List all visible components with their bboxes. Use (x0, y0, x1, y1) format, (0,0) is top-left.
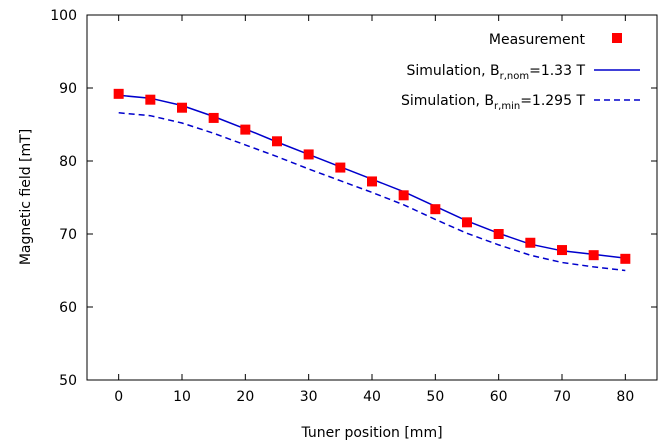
legend-label-measurement: Measurement (489, 32, 586, 48)
x-tick-label: 20 (236, 389, 254, 405)
measurement-point (240, 124, 251, 135)
legend: Measurement Simulation, Br,nom=1.33 T Si… (401, 32, 640, 112)
measurement-point (493, 229, 504, 239)
measurement-point (620, 253, 631, 264)
x-tick-label: 40 (363, 389, 381, 405)
y-tick-label: 70 (59, 227, 77, 243)
x-axis-label: Tuner position [mm] (300, 425, 442, 441)
measurement-point (367, 176, 377, 187)
x-tick-label: 80 (616, 389, 634, 405)
measurement-point (145, 94, 156, 105)
ticks-group: 0 10 20 30 40 50 60 70 80 50 60 70 80 90 100 (50, 8, 657, 405)
series-group (113, 88, 631, 272)
x-tick-label: 30 (300, 389, 318, 405)
y-tick-label: 90 (59, 81, 77, 97)
y-tick-label: 50 (59, 373, 77, 389)
measurement-point (430, 204, 441, 215)
measurement-point (462, 217, 472, 228)
measurement-point (557, 245, 567, 256)
measurement-point (272, 136, 282, 147)
measurement-point (208, 112, 219, 123)
measurement-point (525, 237, 536, 248)
x-tick-label: 50 (426, 389, 444, 405)
y-tick-label: 60 (59, 300, 77, 316)
legend-label-simulation-nom: Simulation, Br,nom=1.33 T (407, 63, 586, 82)
measurement-point (113, 88, 124, 99)
legend-label-simulation-min: Simulation, Br,min=1.295 T (401, 93, 585, 112)
measurement-point (335, 162, 346, 173)
x-tick-label: 10 (173, 389, 191, 405)
y-tick-label: 100 (50, 8, 77, 24)
x-tick-label: 0 (114, 389, 123, 405)
measurement-point (177, 102, 187, 113)
x-tick-label: 70 (553, 389, 571, 405)
x-tick-label: 60 (490, 389, 508, 405)
measurement-point (303, 149, 314, 160)
simulation-min-line (118, 112, 626, 272)
y-tick-label: 80 (59, 154, 77, 170)
legend-marker-measurement (612, 33, 622, 43)
measurement-point (588, 250, 599, 261)
y-axis-label: Magnetic field [mT] (18, 129, 34, 265)
measurement-point (398, 190, 409, 201)
